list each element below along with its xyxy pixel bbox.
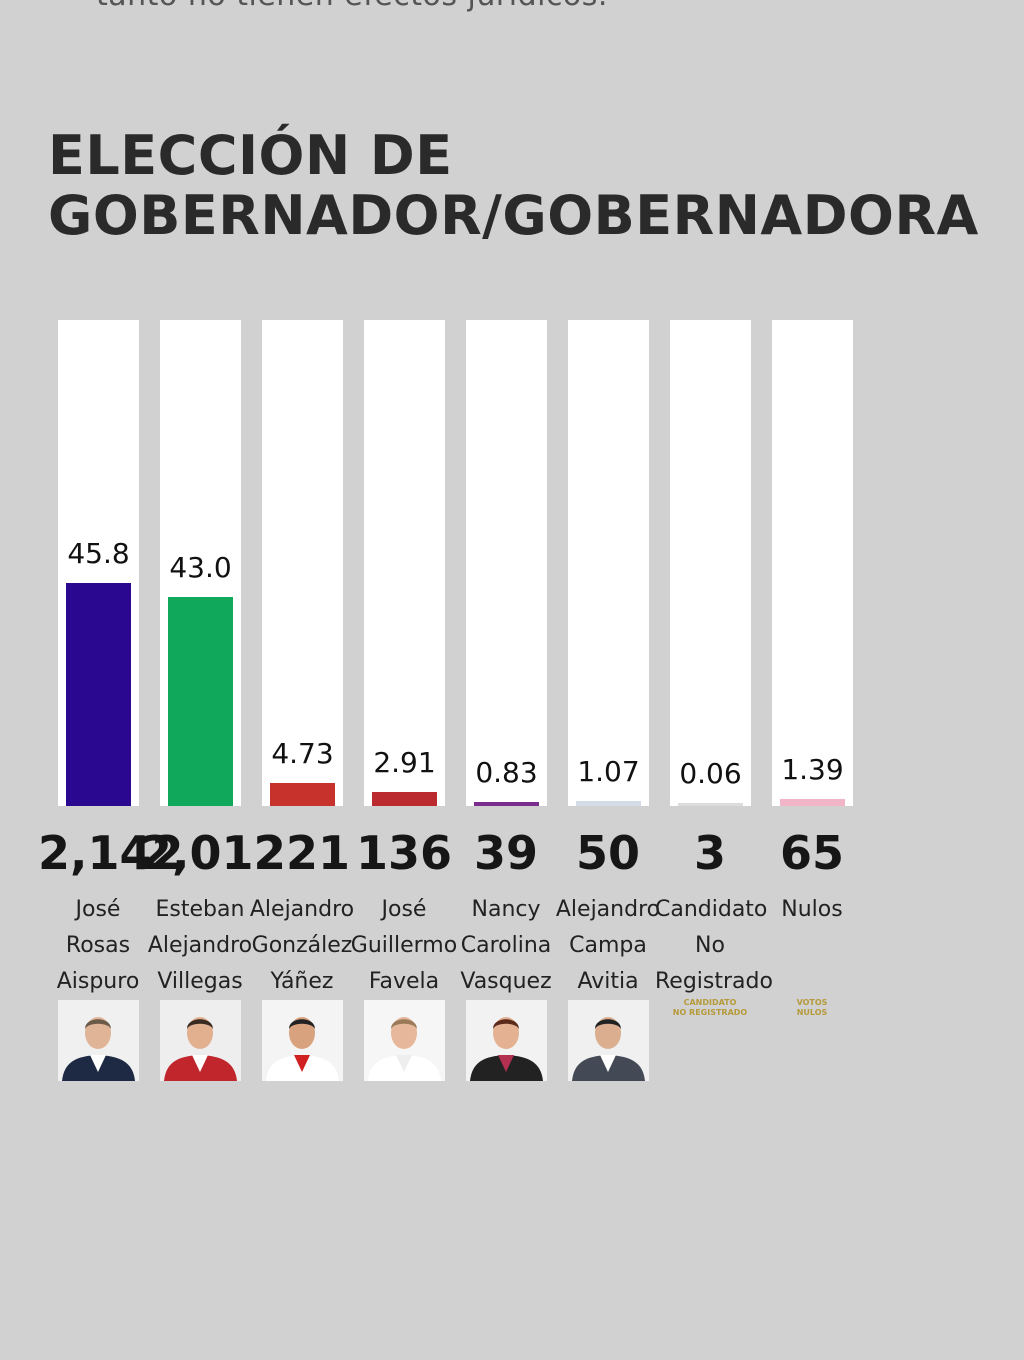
category-label: Nulos xyxy=(757,892,867,928)
bar-track xyxy=(262,320,343,806)
candidate-photo xyxy=(364,1000,445,1081)
label-image-text: VOTOS xyxy=(796,998,828,1007)
candidate-photo xyxy=(160,1000,241,1081)
bar xyxy=(678,803,743,806)
category-label-line: No xyxy=(695,933,725,958)
bar xyxy=(576,801,641,806)
category-label-line: González xyxy=(251,933,353,958)
category-label-line: José xyxy=(381,897,427,922)
bar xyxy=(372,792,437,806)
bar-track xyxy=(364,320,445,806)
bar xyxy=(168,597,233,806)
label-image-text: NO REGISTRADO xyxy=(672,1008,748,1017)
category-label-line: Campa xyxy=(569,933,647,958)
category-label-line: Alejandro xyxy=(249,897,355,922)
person-icon xyxy=(262,1000,343,1081)
category-label-line: Aispuro xyxy=(56,969,140,994)
category-label: José Guillermo Favela xyxy=(349,892,459,1000)
category-label-line: Alejandro xyxy=(555,897,661,922)
category-label-line: Nulos xyxy=(781,897,843,922)
category-label-line: Yáñez xyxy=(270,969,334,994)
category-label: José Rosas Aispuro xyxy=(43,892,153,1000)
data-label: 0.06 xyxy=(679,757,742,790)
category-label-line: José xyxy=(75,897,121,922)
candidate-photo xyxy=(58,1000,139,1081)
candidate-photo xyxy=(568,1000,649,1081)
category-label: Alejandro Campa Avitia xyxy=(553,892,663,1000)
vote-count: 65 xyxy=(779,826,844,880)
candidate-photo xyxy=(262,1000,343,1081)
chart-title-line-2: GOBERNADOR/GOBERNADORA xyxy=(48,184,979,247)
data-label: 2.91 xyxy=(373,746,436,779)
person-icon xyxy=(568,1000,649,1081)
category-label-line: Nancy xyxy=(471,897,541,922)
chart-title-line-1: ELECCIÓN DE xyxy=(48,124,453,187)
category-label-line: Candidato xyxy=(655,897,768,922)
bar xyxy=(474,802,539,806)
bar-track xyxy=(670,320,751,806)
bar xyxy=(66,583,131,806)
category-label-line: Registrado xyxy=(655,969,773,994)
bar-track xyxy=(772,320,853,806)
candidate-photo xyxy=(466,1000,547,1081)
data-label: 43.0 xyxy=(169,551,232,584)
vote-count: 136 xyxy=(355,826,453,880)
category-label-line: Guillermo xyxy=(350,933,458,958)
category-label-line: Carolina xyxy=(460,933,552,958)
category-label-line: Vasquez xyxy=(460,969,552,994)
person-icon xyxy=(58,1000,139,1081)
bar-track xyxy=(568,320,649,806)
category-label-line: Favela xyxy=(368,969,440,994)
label-image: CANDIDATO NO REGISTRADO xyxy=(660,998,760,1018)
label-image: VOTOS NULOS xyxy=(762,998,862,1018)
data-label: 1.07 xyxy=(577,755,640,788)
bar-track xyxy=(466,320,547,806)
category-label-line: Villegas xyxy=(157,969,243,994)
vote-count: 221 xyxy=(253,826,351,880)
data-label: 1.39 xyxy=(781,753,844,786)
label-image-text: CANDIDATO xyxy=(683,998,737,1007)
category-label-line: Avitia xyxy=(577,969,639,994)
data-label: 4.73 xyxy=(271,737,334,770)
data-label: 45.8 xyxy=(67,537,130,570)
bar xyxy=(270,783,335,806)
category-label: Candidato No Registrado xyxy=(655,892,773,1000)
vote-count: 3 xyxy=(693,826,726,880)
vote-count: 39 xyxy=(473,826,538,880)
category-label-line: Alejandro xyxy=(147,933,253,958)
chart-title: ELECCIÓN DE GOBERNADOR/GOBERNADORA xyxy=(48,126,979,246)
vote-count: 50 xyxy=(575,826,640,880)
category-label: Alejandro González Yáñez xyxy=(247,892,357,1000)
category-label: Esteban Alejandro Villegas xyxy=(145,892,255,1000)
category-label-line: Rosas xyxy=(65,933,131,958)
bar xyxy=(780,799,845,806)
category-label-line: Esteban xyxy=(155,897,245,922)
person-icon xyxy=(160,1000,241,1081)
person-icon xyxy=(364,1000,445,1081)
top-note-text: tanto no tienen efectos jurídicos. xyxy=(96,0,608,13)
person-icon xyxy=(466,1000,547,1081)
label-image-text: NULOS xyxy=(796,1008,828,1017)
bar-track xyxy=(58,320,139,806)
data-label: 0.83 xyxy=(475,756,538,789)
bar-track xyxy=(160,320,241,806)
category-label: Nancy Carolina Vasquez xyxy=(451,892,561,1000)
